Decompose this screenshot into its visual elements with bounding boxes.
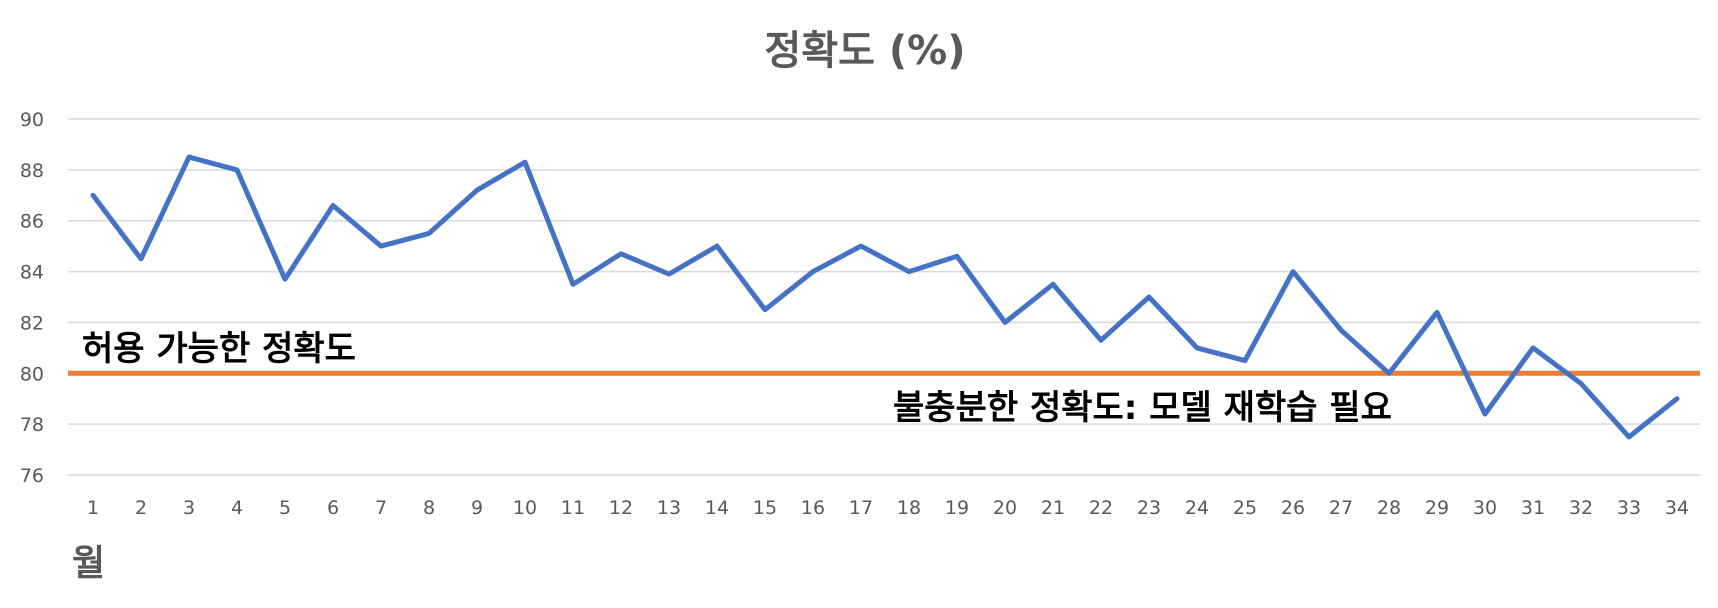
y-tick-label: 80 [20, 363, 44, 385]
x-tick-label: 7 [375, 497, 387, 519]
x-tick-label: 8 [423, 497, 435, 519]
x-tick-label: 12 [609, 497, 633, 519]
x-tick-label: 24 [1185, 497, 1209, 519]
x-tick-label: 6 [327, 497, 339, 519]
x-tick-label: 27 [1329, 497, 1353, 519]
x-tick-label: 28 [1377, 497, 1401, 519]
series-layer [90, 154, 1680, 440]
x-tick-label: 30 [1473, 497, 1497, 519]
x-axis-label: 월 [72, 543, 105, 584]
y-tick-label: 84 [20, 262, 44, 284]
series-line-0 [90, 154, 1680, 440]
x-tick-label: 2 [135, 497, 147, 519]
x-tick-label: 34 [1665, 497, 1689, 519]
annotation-acceptable: 허용 가능한 정확도 [82, 329, 356, 369]
x-tick-label: 9 [471, 497, 483, 519]
x-tick-label: 5 [279, 497, 291, 519]
x-tick-label: 1 [87, 497, 99, 519]
annotations: 허용 가능한 정확도 불충분한 정확도: 모델 재학습 필요 [82, 329, 1392, 428]
y-tick-label: 86 [20, 211, 44, 233]
x-tick-label: 15 [753, 497, 777, 519]
y-axis-ticks: 76 78 80 82 84 86 88 90 [20, 109, 44, 487]
y-tick-label: 76 [20, 465, 44, 487]
x-tick-label: 32 [1569, 497, 1593, 519]
x-tick-label: 14 [705, 497, 729, 519]
x-tick-label: 29 [1425, 497, 1449, 519]
x-axis-ticks: 1 2 3 4 5 6 7 8 9 10 11 12 13 14 15 16 17 18 19 20 21 22 23 24 2… [87, 497, 1689, 519]
x-tick-label: 21 [1041, 497, 1065, 519]
x-tick-label: 16 [801, 497, 825, 519]
x-tick-label: 25 [1233, 497, 1257, 519]
x-tick-label: 20 [993, 497, 1017, 519]
y-tick-label: 88 [20, 160, 44, 182]
x-tick-label: 22 [1089, 497, 1113, 519]
y-tick-label: 78 [20, 414, 44, 436]
x-tick-label: 10 [513, 497, 537, 519]
x-tick-label: 26 [1281, 497, 1305, 519]
gridlines [68, 118, 1700, 476]
x-tick-label: 11 [561, 497, 585, 519]
x-tick-label: 18 [897, 497, 921, 519]
y-tick-label: 82 [20, 312, 44, 334]
annotation-insufficient: 불충분한 정확도: 모델 재학습 필요 [893, 388, 1392, 428]
y-tick-label: 90 [20, 109, 44, 131]
x-tick-label: 19 [945, 497, 969, 519]
x-tick-label: 33 [1617, 497, 1641, 519]
x-tick-label: 17 [849, 497, 873, 519]
chart-title: 정확도 (%) [765, 28, 966, 74]
x-tick-label: 31 [1521, 497, 1545, 519]
x-tick-label: 23 [1137, 497, 1161, 519]
x-tick-label: 3 [183, 497, 195, 519]
x-tick-label: 13 [657, 497, 681, 519]
x-tick-label: 4 [231, 497, 243, 519]
